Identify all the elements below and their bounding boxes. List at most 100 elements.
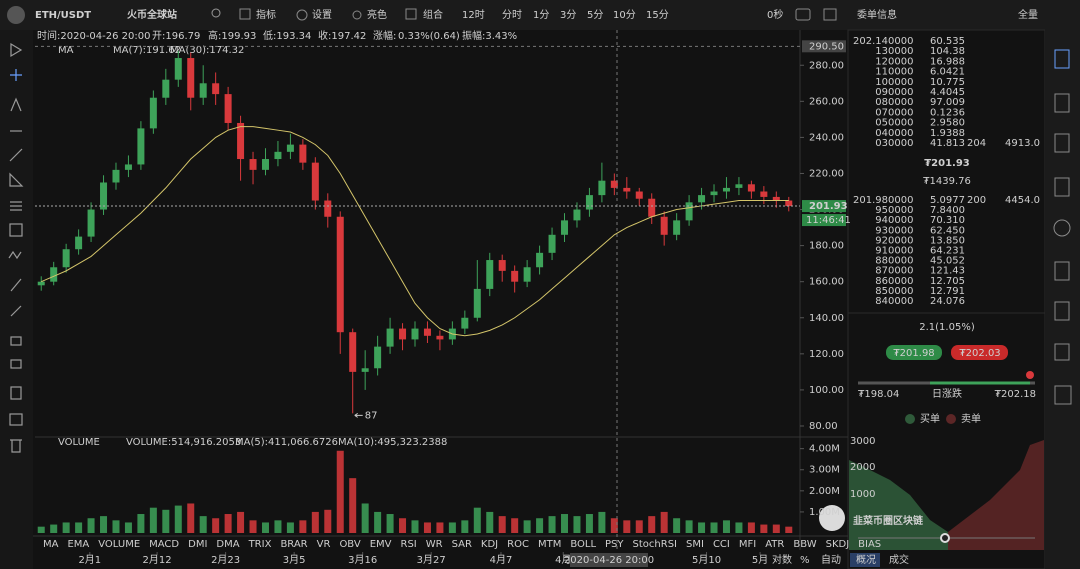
icon[interactable] [1054, 177, 1070, 197]
tool[interactable] [10, 69, 22, 81]
book-amount: 60.535 [930, 36, 965, 47]
bid-button-bg[interactable] [886, 345, 942, 360]
indicator-tab[interactable]: BOLL [570, 539, 596, 550]
icon[interactable] [239, 8, 251, 20]
tab[interactable]: 概况 [856, 553, 876, 566]
indicator-tab[interactable]: PSY [605, 539, 624, 550]
icon[interactable] [352, 10, 362, 20]
indicator-tab[interactable]: EMV [370, 539, 392, 550]
tool[interactable] [10, 278, 22, 292]
icon[interactable] [1054, 301, 1070, 321]
indicator-tab[interactable]: BIAS [858, 539, 881, 550]
icon[interactable] [296, 9, 308, 21]
book-price: 88 [875, 256, 888, 267]
tool[interactable] [10, 336, 22, 346]
panel-scope[interactable]: 全量 [1018, 8, 1038, 21]
indicator-tab[interactable]: TRIX [248, 539, 272, 550]
logo[interactable] [7, 6, 25, 24]
indicator-tab[interactable]: MACD [149, 539, 179, 550]
icon[interactable] [1054, 343, 1070, 361]
candle-body [498, 260, 506, 271]
indicator-tab[interactable]: StochRSI [633, 539, 677, 550]
indicator-tab[interactable]: CCI [713, 539, 730, 550]
log-button[interactable]: 对数 [772, 553, 792, 566]
icon[interactable] [1054, 133, 1070, 153]
tool-label[interactable]: 指标 [256, 8, 276, 21]
indicator-tab[interactable]: ATR [765, 539, 784, 550]
indicator-tab[interactable]: ROC [507, 539, 529, 550]
indicator-tab[interactable]: MTM [538, 539, 561, 550]
search-icon[interactable] [211, 8, 221, 18]
tool[interactable] [10, 386, 22, 400]
indicator-tab[interactable]: EMA [67, 539, 89, 550]
indicator-tab[interactable]: RSI [401, 539, 417, 550]
candle-body [573, 209, 581, 221]
right-sidebar [1045, 0, 1080, 569]
indicator-tab[interactable]: WR [426, 539, 443, 550]
tool[interactable] [10, 305, 22, 317]
candle-body [673, 220, 681, 235]
tool[interactable] [9, 413, 23, 426]
interval[interactable]: 3分 [560, 9, 576, 21]
volume-bar [212, 518, 220, 533]
indicator-tab[interactable]: MA [43, 539, 59, 550]
tool-label[interactable]: 设置 [312, 9, 332, 21]
indicator-tab[interactable]: BRAR [280, 539, 307, 550]
tool-label[interactable]: 组合 [423, 8, 443, 21]
tool[interactable] [9, 172, 24, 187]
indicator-tab[interactable]: BBW [793, 539, 816, 550]
icon[interactable] [1054, 93, 1070, 113]
book-extra: 4913.0 [1005, 138, 1040, 149]
indicator-tab[interactable]: VR [317, 539, 331, 550]
icon[interactable] [1054, 49, 1070, 69]
depth-tick: 1000 [850, 489, 875, 500]
volume-bar [324, 509, 332, 533]
auto-button[interactable]: 自动 [821, 553, 841, 566]
indicator-tab[interactable]: SAR [452, 539, 472, 550]
indicator-tab[interactable]: OBV [339, 539, 360, 550]
book-price-suffix: 0000 [888, 118, 913, 129]
tool[interactable] [10, 97, 22, 112]
tool-label[interactable]: 亮色 [367, 8, 387, 21]
indicator-tab[interactable]: DMA [216, 539, 239, 550]
interval[interactable]: 15分 [646, 9, 669, 21]
ask-button-bg[interactable] [951, 345, 1008, 360]
candle-body [249, 159, 257, 170]
y-tick-label: 80.00 [809, 421, 838, 432]
indicator-tab[interactable]: SMI [686, 539, 704, 550]
icon[interactable] [405, 8, 417, 20]
interval[interactable]: 10分 [613, 9, 636, 21]
indicator-tab[interactable]: SKDJ [826, 539, 850, 550]
indicator-tab[interactable]: MFI [739, 539, 756, 550]
tool[interactable] [10, 201, 22, 211]
percent-button[interactable]: % [800, 555, 810, 566]
indicator-tab[interactable]: VOLUME [98, 539, 140, 550]
tool[interactable] [8, 250, 22, 260]
expand-icon[interactable] [823, 8, 837, 21]
camera-icon[interactable] [795, 8, 811, 21]
interval[interactable]: 12时 [462, 9, 485, 21]
icon[interactable] [1053, 219, 1071, 237]
book-price-suffix: 0000 [888, 235, 913, 246]
tool[interactable] [10, 439, 22, 453]
indicator-tab[interactable]: KDJ [481, 539, 498, 550]
tool[interactable] [10, 359, 22, 369]
tab[interactable]: 成交 [889, 553, 909, 566]
icon[interactable] [1054, 385, 1072, 405]
bid-button[interactable]: ₮201.98 [893, 348, 934, 359]
interval[interactable]: 分时 [502, 9, 522, 21]
book-price-suffix: 0000 [888, 128, 913, 139]
volume-bar [735, 522, 743, 533]
day-high: ₮202.18 [995, 389, 1036, 400]
tool[interactable] [9, 223, 23, 237]
tool[interactable] [9, 148, 23, 162]
icon[interactable] [1054, 261, 1070, 281]
tool[interactable] [10, 42, 23, 58]
indicator-tab[interactable]: DMI [188, 539, 207, 550]
interval[interactable]: 5分 [587, 9, 603, 21]
interval[interactable]: 1分 [533, 9, 549, 21]
book-price: 86 [875, 276, 888, 287]
book-price: 12 [875, 56, 888, 67]
depth-handle[interactable] [940, 533, 950, 543]
ask-button[interactable]: ₮202.03 [959, 348, 1000, 359]
